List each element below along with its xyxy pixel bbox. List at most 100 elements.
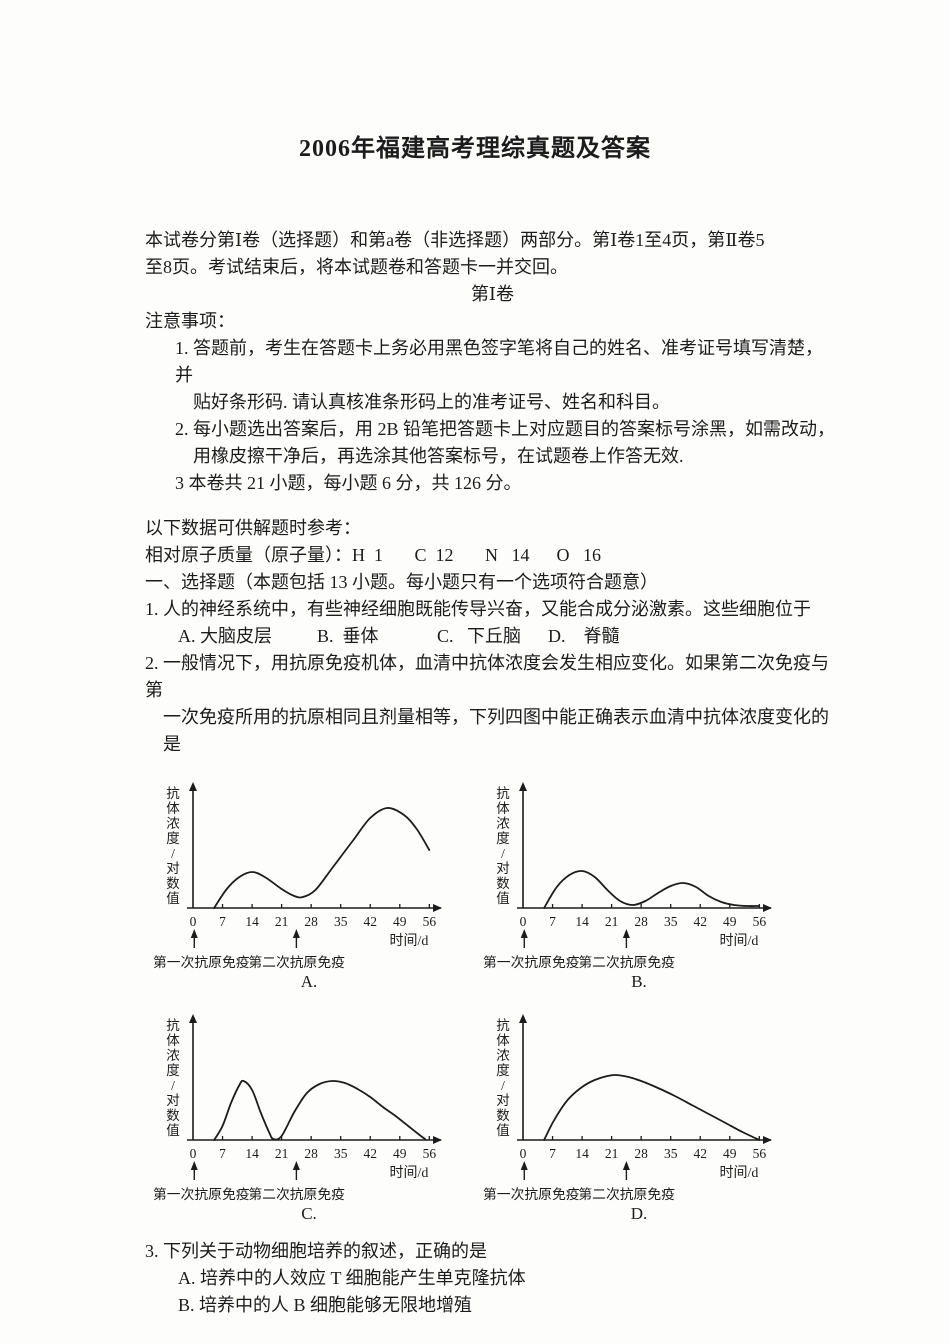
x-tick-label: 28: [634, 914, 648, 929]
x-tick-label: 21: [275, 1146, 289, 1161]
x-tick-label: 35: [664, 1146, 678, 1161]
annotation-label: 第二次抗原免疫: [578, 1186, 675, 1202]
annotation-up-arrow: [292, 1161, 300, 1170]
y-axis-label-char: /: [171, 846, 175, 861]
x-tick-label: 42: [363, 1146, 377, 1161]
x-tick-label: 14: [575, 914, 589, 929]
x-axis-title: 时间/d: [720, 933, 759, 949]
x-tick-label: 7: [219, 914, 226, 929]
annotation-up-arrow: [292, 929, 300, 938]
y-axis-label-char: 体: [496, 801, 510, 816]
annotation-label: 第二次抗原免疫: [578, 954, 675, 970]
y-axis-label-char: 数: [166, 1108, 180, 1123]
x-tick-label: 7: [549, 1146, 556, 1161]
y-axis-label-char: 对: [166, 1093, 180, 1108]
notes-heading: 注意事项：: [145, 311, 235, 331]
x-tick-label: 56: [423, 1146, 437, 1161]
x-axis-arrow: [763, 904, 772, 912]
y-axis-label-char: 浓: [166, 1048, 180, 1063]
x-tick-label: 21: [605, 914, 619, 929]
annotation-up-arrow: [622, 1161, 630, 1170]
y-axis-label-char: 值: [496, 891, 510, 906]
annotation-label: 第一次抗原免疫: [153, 1186, 250, 1202]
x-tick-label: 42: [693, 1146, 707, 1161]
x-tick-label: 28: [304, 1146, 318, 1161]
question-1-options: A. 大脑皮层 B. 垂体 C. 下丘脑 D. 脊髓: [178, 626, 620, 646]
y-axis-label-char: 值: [166, 891, 180, 906]
annotation-label: 第二次抗原免疫: [248, 954, 345, 970]
x-tick-label: 14: [245, 1146, 259, 1161]
antibody-curve: [213, 807, 431, 909]
annotation-up-arrow: [520, 929, 528, 938]
y-axis-label-char: 数: [496, 1108, 510, 1123]
chart-caption: D.: [631, 1204, 648, 1223]
y-axis-label-char: 度: [496, 1063, 510, 1078]
question-3-option-b: B. 培养中的人 B 细胞能够无限地增殖: [178, 1295, 473, 1315]
question-2-chart-grid: 抗体浓度 / 对数值 0 7 14 21 28 35 42 49 56 时间/d 第一次抗原免疫 第二次抗原…: [147, 770, 840, 1224]
y-axis-label-char: 度: [166, 831, 180, 846]
y-axis-arrow: [189, 1014, 197, 1023]
x-tick-label: 7: [549, 914, 556, 929]
y-axis-arrow: [189, 782, 197, 791]
x-tick-label: 56: [423, 914, 437, 929]
y-axis-label-char: 对: [166, 861, 180, 876]
x-axis-arrow: [433, 1136, 442, 1144]
annotation-up-arrow: [520, 1161, 528, 1170]
antibody-curve: [543, 1074, 761, 1141]
note-item2-line2: 用橡皮擦干净后，再选涂其他答案标号，在试题卷上作答无效.: [193, 446, 684, 466]
x-tick-label: 28: [634, 1146, 648, 1161]
x-tick-label: 49: [393, 1146, 407, 1161]
x-tick-label: 35: [334, 1146, 348, 1161]
x-tick-label: 42: [693, 914, 707, 929]
x-axis-arrow: [763, 1136, 772, 1144]
y-axis-label-char: 数: [496, 876, 510, 891]
y-axis-label-char: 数: [166, 876, 180, 891]
x-tick-label: 14: [245, 914, 259, 929]
question-2-line2: 一次免疫所用的抗原相同且剂量相等，下列四图中能正确表示血清中抗体浓度变化的是: [163, 707, 829, 754]
x-axis-arrow: [433, 904, 442, 912]
annotation-label: 第一次抗原免疫: [153, 954, 250, 970]
y-axis-label-char: 度: [166, 1063, 180, 1078]
chart-caption: B.: [631, 972, 647, 991]
y-axis-label-char: 浓: [166, 816, 180, 831]
note-item1-line2: 贴好条形码. 请认真核准条形码上的准考证号、姓名和科目。: [193, 392, 670, 412]
y-axis-label-char: 对: [496, 861, 510, 876]
y-axis-label-char: 抗: [496, 1018, 510, 1033]
y-axis-label-char: 抗: [166, 1018, 180, 1033]
chart-C: 抗体浓度 / 对数值 0 7 14 21 28 35 42 49 56 时间/d 第一次抗原免疫 第二次抗原…: [147, 1002, 477, 1224]
x-tick-label: 21: [605, 1146, 619, 1161]
reference-line-1: 以下数据可供解题时参考：: [145, 518, 361, 538]
x-tick-label: 28: [304, 914, 318, 929]
x-tick-label: 56: [753, 1146, 767, 1161]
intro-line-1: 本试卷分第Ⅰ卷（选择题）和第a卷（非选择题）两部分。第Ⅰ卷1至4页，第Ⅱ卷5: [145, 230, 765, 250]
chart-D: 抗体浓度 / 对数值 0 7 14 21 28 35 42 49 56 时间/d 第一次抗原免疫 第二次抗原…: [477, 1002, 807, 1224]
chart-caption: A.: [301, 972, 318, 991]
x-tick-label: 0: [190, 1146, 197, 1161]
x-tick-label: 7: [219, 1146, 226, 1161]
question-1-text: 1. 人的神经系统中，有些神经细胞既能传导兴奋，又能合成分泌激素。这些细胞位于: [145, 599, 811, 619]
x-tick-label: 49: [723, 1146, 737, 1161]
chart-A: 抗体浓度 / 对数值 0 7 14 21 28 35 42 49 56 时间/d 第一次抗原免疫 第二次抗原…: [147, 770, 477, 992]
y-axis-label-char: 抗: [166, 786, 180, 801]
x-axis-title: 时间/d: [720, 1165, 759, 1181]
chart-caption: C.: [301, 1204, 317, 1223]
x-tick-label: 42: [363, 914, 377, 929]
y-axis-label-char: /: [171, 1078, 175, 1093]
annotation-up-arrow: [190, 929, 198, 938]
x-tick-label: 56: [753, 914, 767, 929]
x-tick-label: 14: [575, 1146, 589, 1161]
reference-atomic-masses: 相对原子质量（原子量）：H 1 C 12 N 14 O 16: [145, 545, 602, 565]
y-axis-label-char: 对: [496, 1093, 510, 1108]
note-item1-line1: 1. 答题前，考生在答题卡上务必用黑色签字笔将自己的姓名、准考证号填写清楚，并: [175, 338, 823, 385]
y-axis-label-char: 体: [166, 1033, 180, 1048]
intro-line-2: 至8页。考试结束后，将本试题卷和答题卡一并交回。: [145, 257, 568, 277]
y-axis-label-char: 浓: [496, 816, 510, 831]
paper-body: 本试卷分第Ⅰ卷（选择题）和第a卷（非选择题）两部分。第Ⅰ卷1至4页，第Ⅱ卷5 至…: [145, 227, 840, 1319]
x-tick-label: 35: [334, 914, 348, 929]
section1-heading: 一、选择题（本题包括 13 小题。每小题只有一个选项符合题意）: [145, 572, 658, 592]
annotation-up-arrow: [190, 1161, 198, 1170]
x-tick-label: 21: [275, 914, 289, 929]
y-axis-arrow: [519, 1014, 527, 1023]
